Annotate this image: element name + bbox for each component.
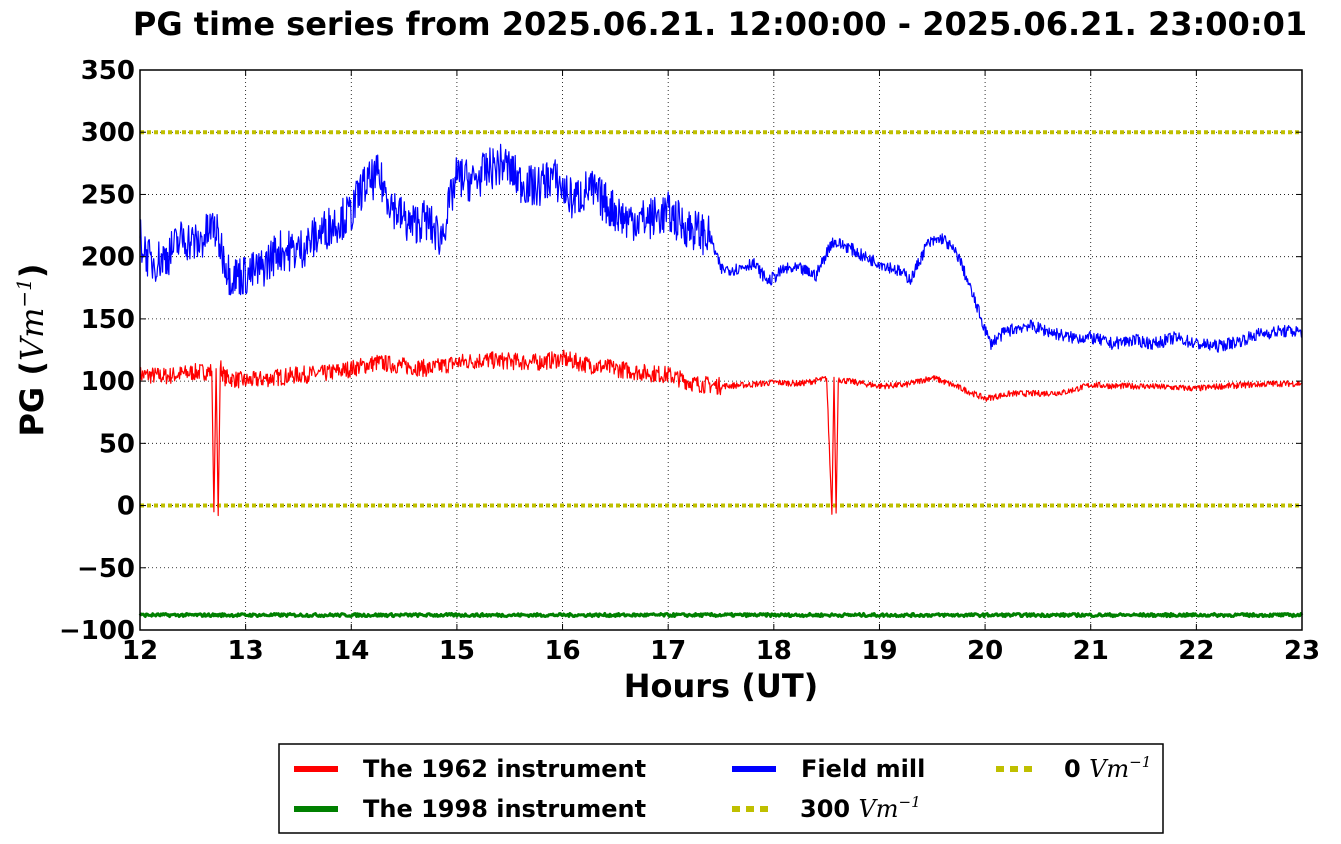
x-tick-label: 14 bbox=[333, 636, 369, 666]
legend-label: 300 Vm−1 bbox=[800, 793, 921, 823]
x-tick-label: 12 bbox=[122, 636, 158, 666]
y-axis-label: PG (Vm−1) bbox=[12, 263, 51, 436]
y-tick-label: 350 bbox=[81, 56, 135, 86]
chart-title: PG time series from 2025.06.21. 12:00:00… bbox=[133, 5, 1307, 43]
x-tick-label: 16 bbox=[544, 636, 580, 666]
x-axis-label: Hours (UT) bbox=[624, 667, 819, 705]
legend-label: Field mill bbox=[801, 755, 925, 783]
legend-label: The 1962 instrument bbox=[363, 755, 646, 783]
grid-layer bbox=[139, 69, 1303, 631]
y-axis-label-text: PG ( bbox=[13, 361, 51, 436]
legend: The 1962 instrument The 1998 instrument Fi… bbox=[278, 743, 1164, 834]
series-line bbox=[139, 349, 1303, 517]
y-tick-label: −100 bbox=[59, 616, 135, 646]
y-tick-label: 0 bbox=[117, 492, 135, 522]
x-tick-label: 23 bbox=[1284, 636, 1320, 666]
series-line bbox=[138, 612, 1304, 619]
x-tick-label: 15 bbox=[439, 636, 475, 666]
x-axis-ticks: 12 13 14 15 16 17 18 19 20 21 22 23 bbox=[122, 70, 1320, 666]
legend-box bbox=[278, 743, 1164, 834]
y-tick-label: 200 bbox=[81, 243, 135, 273]
legend-label: 0 Vm−1 bbox=[1064, 753, 1151, 783]
x-tick-label: 19 bbox=[861, 636, 897, 666]
x-tick-label: 17 bbox=[650, 636, 686, 666]
plot-frame bbox=[139, 69, 1303, 631]
y-tick-label: 300 bbox=[81, 118, 135, 148]
y-axis-ticks: −100 −50 0 50 100 150 200 250 300 350 bbox=[59, 56, 1302, 646]
y-tick-label: 100 bbox=[81, 367, 135, 397]
x-tick-label: 22 bbox=[1178, 636, 1214, 666]
series-line bbox=[139, 143, 1303, 353]
y-tick-label: −50 bbox=[77, 554, 135, 584]
y-tick-label: 250 bbox=[81, 180, 135, 210]
x-tick-label: 18 bbox=[756, 636, 792, 666]
y-tick-label: 50 bbox=[99, 429, 135, 459]
y-axis-label-unit: Vm bbox=[13, 308, 51, 361]
y-tick-label: 150 bbox=[81, 305, 135, 335]
x-tick-label: 13 bbox=[228, 636, 264, 666]
legend-label: The 1998 instrument bbox=[363, 795, 646, 823]
x-tick-label: 21 bbox=[1073, 636, 1109, 666]
series-layer bbox=[138, 143, 1304, 619]
x-tick-label: 20 bbox=[967, 636, 1003, 666]
y-axis-label-exp: −1 bbox=[12, 278, 36, 307]
reference-lines bbox=[140, 130, 1302, 508]
y-axis-label-close: ) bbox=[13, 263, 51, 278]
